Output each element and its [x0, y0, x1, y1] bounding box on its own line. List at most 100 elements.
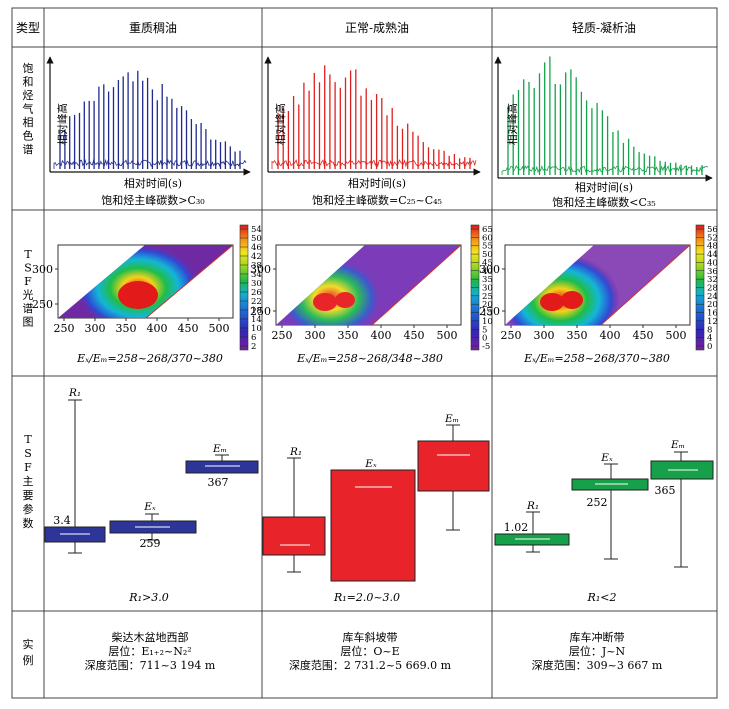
tsf-x-tick-label: 500 [437, 329, 458, 342]
tsf-x-tick-label: 350 [116, 322, 137, 335]
example-depth: 深度范围：2 731.2~5 669.0 m [289, 658, 452, 672]
colorbar-tick-label: 12 [707, 317, 718, 327]
row-label-char: 主 [23, 475, 34, 488]
row-label-char: S [24, 262, 32, 275]
gc-panel-3: 相对峰高 相对时间(s) 饱和烃主峰碳数<C₃₅ [494, 56, 713, 209]
params-panel-normal [262, 424, 490, 582]
tsf-x-tick-label: 250 [501, 329, 522, 342]
colorbar-tick-label: -5 [482, 342, 490, 352]
colorbar-tick-label: 0 [482, 334, 487, 344]
example-light: 库车冲断带 层位：J~N 深度范围：309~3 667 m [532, 630, 663, 672]
colorbar-tick-label: 26 [251, 288, 262, 298]
row-label-char: 数 [23, 517, 34, 530]
gc-baseline [271, 159, 477, 169]
colorbar-tick-label: 16 [707, 309, 718, 319]
gc-panel-1: 相对峰高 相对时间(s) 饱和烃主峰碳数>C₃₀ [46, 56, 251, 207]
example-layer: 层位：E₁₊₂~N₂² [108, 644, 191, 658]
colorbar-tick-label: 35 [482, 275, 493, 285]
ex-label: Eₓ [600, 452, 613, 464]
colorbar-tick-label: 14 [251, 315, 262, 325]
gc-trace-heavy [53, 70, 247, 169]
tsf-y-tick-label: 250 [250, 305, 271, 318]
gc-y-label: 相对峰高 [506, 103, 519, 145]
example-depth: 深度范围：309~3 667 m [532, 658, 663, 672]
colorbar-tick-label: 25 [482, 292, 493, 302]
tsf-x-tick-label: 250 [54, 322, 75, 335]
row-label-char: 气 [23, 102, 34, 116]
example-place: 柴达木盆地西部 [112, 630, 189, 644]
row-label-char: T [24, 248, 32, 261]
colorbar-tick-label: 15 [482, 309, 493, 319]
row-label-char: 谱 [23, 301, 34, 315]
colorbar-tick-label: 34 [251, 270, 262, 280]
colorbar-tick-label: 6 [251, 333, 256, 343]
row-label-char: 谱 [23, 142, 34, 156]
colorbar-tick-label: 48 [707, 242, 718, 252]
tsf-y-tick-label: 250 [479, 305, 500, 318]
tsf-colorbars: 5450464238343026221814106265605550454035… [239, 224, 718, 352]
example-place: 库车斜坡带 [343, 630, 398, 644]
tsf-x-tick-label: 450 [404, 329, 425, 342]
colorbar-tick-label: 50 [251, 234, 262, 244]
example-place: 库车冲断带 [570, 630, 625, 644]
colorbar-tick-label: 44 [707, 250, 718, 260]
row-label-char: S [24, 447, 32, 460]
row-label-char: 参 [23, 502, 34, 516]
colorbar [239, 224, 249, 351]
value-r1: 3.4 [53, 514, 71, 527]
tsf-x-tick-label: 300 [85, 322, 106, 335]
gc-caption-heavy: 饱和烃主峰碳数>C₃₀ [101, 193, 205, 207]
colorbar-tick-label: 24 [707, 292, 718, 302]
colorbar-tick-label: 65 [482, 225, 493, 235]
tsf-x-tick-label: 450 [633, 329, 654, 342]
tsf-x-tick-label: 350 [338, 329, 359, 342]
colorbar-tick-label: 8 [707, 325, 712, 335]
row-label-char: 和 [23, 76, 34, 89]
value-em: 367 [208, 476, 229, 489]
colorbar-tick-label: 42 [251, 252, 262, 262]
params-caption-heavy: R₁>3.0 [128, 591, 168, 604]
colorbar-tick-label: 32 [707, 275, 718, 285]
params-values: 3.4 259 367 1.02 252 365 [53, 476, 675, 550]
tsf-spectrum-heavy [57, 244, 234, 319]
box-ex [330, 469, 416, 582]
colorbar-tick-label: 56 [707, 225, 718, 235]
ex-label: Eₓ [143, 501, 156, 513]
row-label-char: 要 [23, 489, 34, 502]
example-layer: 层位：J~N [569, 644, 626, 658]
tsf-y-tick-label: 300 [479, 263, 500, 276]
gc-caption-light: 饱和烃主峰碳数<C₃₅ [552, 195, 655, 209]
em-label: Eₘ [212, 443, 227, 455]
type-header: 类型 [16, 21, 40, 35]
tsf-spectrum-light [504, 244, 691, 326]
colorbar-tick-label: 20 [707, 300, 718, 310]
gc-baseline [501, 164, 709, 175]
tsf-caption-light: Eₓ/Eₘ=258~268/370~380 [523, 352, 670, 365]
colorbar-tick-label: 50 [482, 250, 493, 260]
colorbar-tick-label: 28 [707, 284, 718, 294]
tsf-x-tick-label: 250 [272, 329, 293, 342]
colorbar-tick-label: 20 [482, 300, 493, 310]
gc-trace-light [501, 56, 709, 175]
colorbar-tick-label: 10 [251, 324, 262, 334]
row-label-char: F [24, 461, 32, 474]
value-r1: 1.02 [504, 521, 529, 534]
gc-x-label: 相对时间(s) [348, 176, 406, 190]
gc-baseline [53, 158, 247, 169]
r1-label: R₁ [68, 387, 81, 399]
gc-y-label: 相对峰高 [274, 103, 287, 145]
params-caption-light: R₁<2 [587, 591, 617, 604]
colorbar-tick-label: 4 [707, 334, 712, 344]
colorbar-tick-label: 5 [482, 325, 487, 335]
example-layer: 层位：O~E [340, 644, 399, 658]
gc-trace-normal [271, 65, 477, 169]
box-r1 [262, 516, 326, 556]
r1-label: R₁ [289, 446, 302, 458]
colorbar-tick-label: 40 [707, 258, 718, 268]
colorbar-tick-label: 10 [482, 317, 493, 327]
example-normal: 库车斜坡带 层位：O~E 深度范围：2 731.2~5 669.0 m [289, 630, 452, 672]
